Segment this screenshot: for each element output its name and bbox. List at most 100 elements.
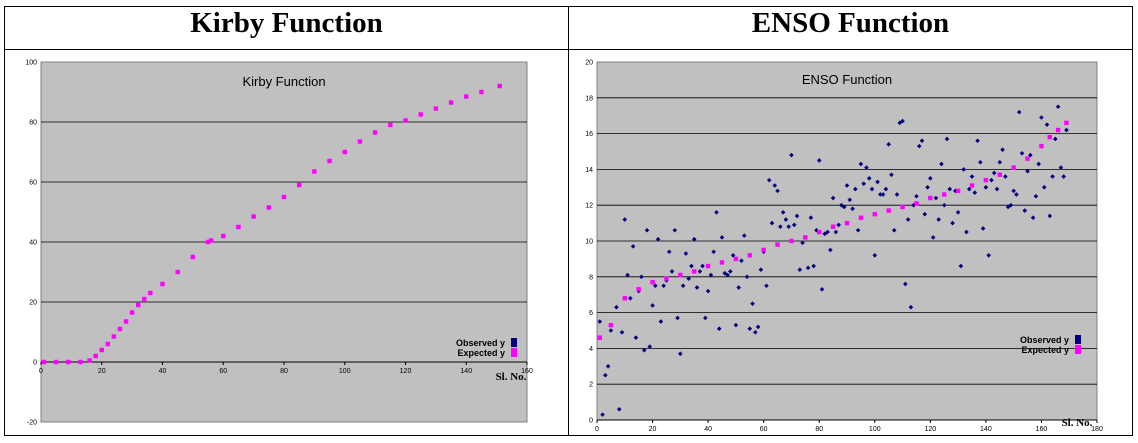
- data-point: [633, 335, 639, 341]
- data-point: [983, 178, 989, 183]
- data-point: [886, 142, 891, 147]
- data-point: [448, 100, 454, 105]
- data-point: [148, 290, 153, 296]
- y-tick-label: 60: [29, 180, 37, 187]
- data-point: [327, 158, 332, 164]
- data-point: [1047, 213, 1053, 219]
- data-point: [655, 237, 661, 242]
- data-point: [372, 130, 378, 135]
- data-point: [914, 194, 919, 199]
- y-tick-label: 80: [29, 120, 37, 127]
- data-point: [739, 258, 744, 264]
- data-point: [296, 182, 302, 188]
- series-expected: [41, 83, 502, 365]
- data-point: [678, 351, 683, 357]
- data-point: [972, 190, 978, 196]
- legend-swatch: [1075, 335, 1081, 345]
- data-point: [1025, 156, 1030, 161]
- data-point: [403, 118, 408, 123]
- data-point: [980, 226, 986, 231]
- data-point: [716, 326, 722, 332]
- data-point: [708, 272, 714, 278]
- data-point: [78, 359, 83, 365]
- data-point: [1014, 192, 1019, 197]
- data-point: [664, 276, 669, 281]
- data-point: [117, 326, 123, 332]
- data-point: [925, 185, 930, 190]
- data-point: [964, 229, 969, 235]
- data-point: [764, 283, 769, 289]
- x-axis-label: Sl. No.: [1062, 417, 1093, 429]
- data-point: [986, 253, 991, 258]
- data-point: [1019, 151, 1025, 156]
- data-point: [711, 249, 716, 255]
- x-tick-label: 20: [98, 368, 106, 375]
- data-point: [772, 183, 778, 188]
- data-point: [342, 149, 347, 155]
- data-point: [281, 194, 287, 200]
- y-tick-label: 10: [585, 239, 593, 246]
- data-point: [753, 330, 758, 335]
- data-point: [828, 247, 833, 253]
- data-point: [872, 253, 878, 258]
- data-point: [1000, 147, 1005, 153]
- chart-title: Kirby Function: [242, 74, 325, 89]
- data-point: [758, 267, 764, 273]
- data-point: [666, 249, 672, 255]
- data-point: [608, 323, 614, 328]
- data-point: [714, 210, 719, 215]
- data-point: [928, 195, 933, 201]
- y-tick-label: 20: [29, 300, 37, 307]
- data-point: [650, 280, 655, 285]
- legend-label: Observed y: [456, 338, 505, 348]
- data-point: [608, 328, 614, 333]
- y-tick-label: 100: [25, 60, 37, 67]
- enso-chart-cell: 0 2 4 6 8 10 12 14 16 18 20 0 20 40 60 80 100 120 140 160 18…: [568, 49, 1133, 436]
- data-point: [914, 201, 919, 206]
- x-tick-label: 140: [460, 368, 472, 375]
- legend-label: Observed y: [1020, 335, 1069, 345]
- data-point: [861, 181, 866, 187]
- data-point: [939, 161, 944, 167]
- data-point: [1061, 174, 1066, 179]
- data-point: [864, 165, 869, 171]
- data-point: [630, 244, 636, 249]
- enso-chart: 0 2 4 6 8 10 12 14 16 18 20 0 20 40 60 80 100 120 140 160 18…: [585, 60, 1103, 434]
- data-point: [969, 183, 975, 188]
- data-point: [911, 202, 916, 208]
- data-point: [750, 301, 755, 307]
- data-point: [997, 160, 1003, 165]
- data-point: [853, 186, 858, 192]
- chart-title: ENSO Function: [802, 72, 892, 87]
- data-point: [236, 224, 241, 230]
- data-point: [955, 188, 961, 194]
- data-point: [808, 215, 814, 221]
- data-point: [1041, 185, 1047, 190]
- data-point: [692, 269, 697, 274]
- x-tick-label: 140: [980, 426, 992, 433]
- data-point: [251, 214, 256, 219]
- data-point: [875, 179, 880, 185]
- x-tick-label: 160: [1036, 426, 1048, 433]
- data-point: [603, 373, 608, 378]
- data-point: [433, 106, 439, 111]
- data-point: [686, 276, 691, 281]
- data-point: [950, 220, 955, 226]
- series-expected: [597, 120, 1069, 340]
- x-tick-label: 100: [339, 368, 351, 375]
- data-point: [916, 143, 922, 149]
- legend-label: Expected y: [457, 348, 505, 358]
- data-point: [636, 287, 641, 292]
- data-point: [93, 353, 98, 359]
- data-point: [747, 253, 752, 258]
- data-point: [691, 237, 697, 242]
- data-point: [1044, 122, 1050, 128]
- data-point: [847, 197, 853, 203]
- data-point: [761, 247, 766, 253]
- data-point: [266, 205, 272, 210]
- legend-swatch: [511, 338, 517, 348]
- data-point: [123, 319, 129, 324]
- x-tick-label: 60: [760, 426, 768, 433]
- data-point: [160, 281, 165, 287]
- data-point: [966, 186, 972, 192]
